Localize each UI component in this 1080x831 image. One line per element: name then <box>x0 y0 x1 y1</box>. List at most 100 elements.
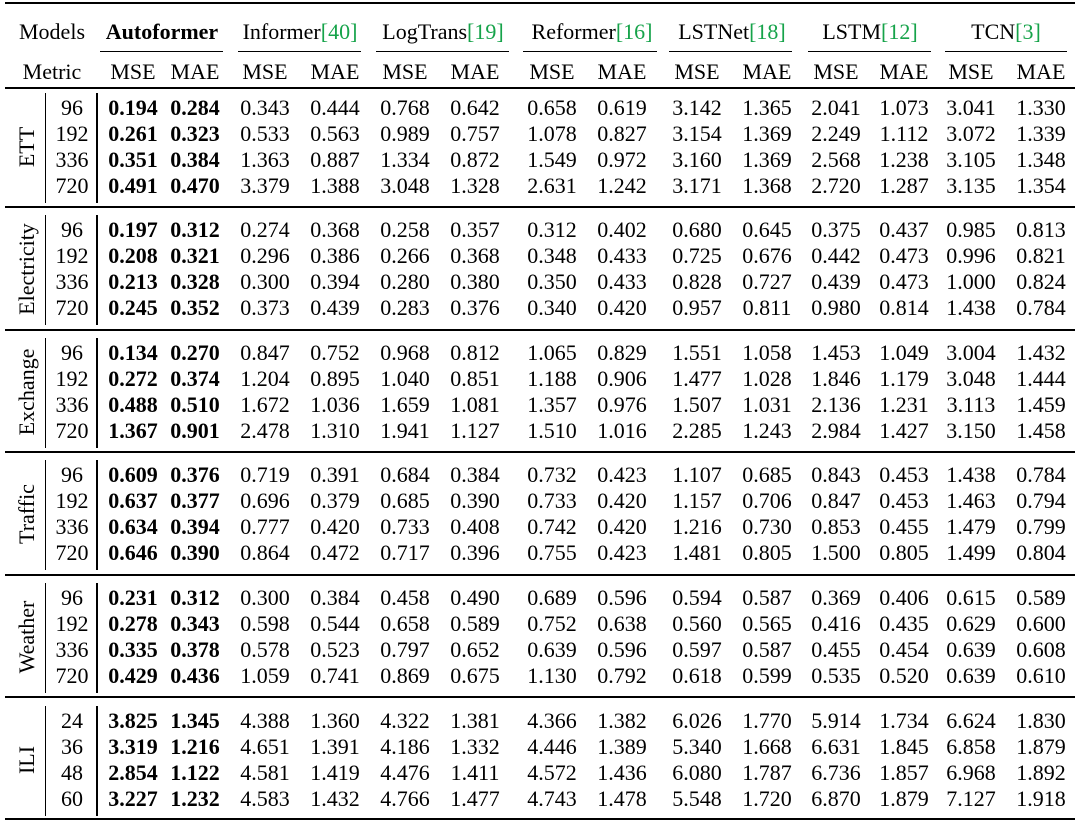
table-cell: 0.824 <box>1016 269 1066 295</box>
table-cell: 0.629 <box>946 611 996 637</box>
table-cell: 0.312 <box>527 217 577 242</box>
metric-header: MAE <box>597 59 647 84</box>
table-cell: 6.080 <box>672 760 722 786</box>
metric-header: MAE <box>450 59 500 84</box>
table-cell: 0.598 <box>240 611 290 637</box>
table-cell: 0.675 <box>450 663 500 689</box>
table-cell: 1.310 <box>310 418 360 444</box>
citation-link[interactable]: [40] <box>320 19 358 44</box>
model-name: Autoformer <box>105 19 219 44</box>
table-cell: 1.078 <box>527 121 577 147</box>
table-cell: 0.594 <box>672 585 722 610</box>
table-cell: 0.351 <box>108 147 158 173</box>
table-cell: 0.343 <box>240 95 290 120</box>
model-name: LSTM <box>822 19 882 44</box>
table-cell: 0.510 <box>170 392 220 418</box>
table-cell: 0.652 <box>450 637 500 663</box>
table-cell: 0.689 <box>527 585 577 610</box>
model-header: Autoformer <box>82 19 242 45</box>
table-cell: 0.733 <box>380 514 430 540</box>
citation-link[interactable]: [3] <box>1015 19 1041 44</box>
model-header: Informer[40] <box>220 19 380 45</box>
table-cell: 1.049 <box>879 340 929 365</box>
metric-header: MAE <box>879 59 929 84</box>
table-cell: 0.587 <box>742 585 792 610</box>
table-cell: 0.386 <box>310 243 360 269</box>
table-cell: 0.213 <box>108 269 158 295</box>
table-cell: 0.639 <box>527 637 577 663</box>
table-cell: 0.423 <box>597 462 647 487</box>
table-cell: 1.734 <box>879 708 929 733</box>
table-cell: 0.615 <box>946 585 996 610</box>
table-cell: 0.429 <box>108 663 158 689</box>
table-cell: 0.596 <box>597 585 647 610</box>
table-cell: 1.459 <box>1016 392 1066 418</box>
table-cell: 0.597 <box>672 637 722 663</box>
table-cell: 0.470 <box>170 173 220 199</box>
group-separator <box>5 696 1075 698</box>
table-cell: 1.059 <box>240 663 290 689</box>
table-cell: 0.618 <box>672 663 722 689</box>
citation-link[interactable]: [16] <box>615 19 653 44</box>
table-cell: 1.551 <box>672 340 722 365</box>
table-cell: 1.507 <box>672 392 722 418</box>
table-cell: 2.285 <box>672 418 722 444</box>
horizon-label: 720 <box>55 540 89 566</box>
citation-link[interactable]: [12] <box>881 19 918 44</box>
table-cell: 0.377 <box>170 488 220 514</box>
table-cell: 4.583 <box>240 786 290 812</box>
table-cell: 0.439 <box>811 269 861 295</box>
table-cell: 1.107 <box>672 462 722 487</box>
table-cell: 0.420 <box>597 295 647 321</box>
table-cell: 1.432 <box>1016 340 1066 365</box>
table-cell: 0.394 <box>310 269 360 295</box>
table-cell: 0.757 <box>450 121 500 147</box>
table-cell: 0.768 <box>380 95 430 120</box>
table-cell: 0.300 <box>240 585 290 610</box>
table-cell: 0.442 <box>811 243 861 269</box>
table-cell: 2.478 <box>240 418 290 444</box>
table-cell: 0.134 <box>108 340 158 365</box>
table-cell: 6.631 <box>811 734 861 760</box>
table-cell: 0.283 <box>380 295 430 321</box>
table-cell: 1.179 <box>879 366 929 392</box>
table-cell: 4.476 <box>380 760 430 786</box>
model-header: LSTNet[18] <box>652 19 812 45</box>
table-cell: 0.799 <box>1016 514 1066 540</box>
table-cell: 1.122 <box>170 760 220 786</box>
autoformer-divider <box>96 583 98 694</box>
table-cell: 0.402 <box>597 217 647 242</box>
table-cell: 3.379 <box>240 173 290 199</box>
table-cell: 0.565 <box>742 611 792 637</box>
horizon-label: 720 <box>55 663 89 689</box>
table-cell: 3.004 <box>946 340 996 365</box>
citation-link[interactable]: [19] <box>467 19 504 44</box>
table-cell: 1.432 <box>310 786 360 812</box>
table-cell: 0.423 <box>597 540 647 566</box>
table-cell: 0.420 <box>310 514 360 540</box>
table-cell: 3.319 <box>108 734 158 760</box>
table-cell: 0.658 <box>527 95 577 120</box>
table-cell: 1.243 <box>742 418 792 444</box>
table-cell: 1.073 <box>879 95 929 120</box>
group-bracket <box>45 583 46 694</box>
table-cell: 0.851 <box>450 366 500 392</box>
table-cell: 1.659 <box>380 392 430 418</box>
table-cell: 1.857 <box>879 760 929 786</box>
table-cell: 0.642 <box>450 95 500 120</box>
table-cell: 0.374 <box>170 366 220 392</box>
table-cell: 2.136 <box>811 392 861 418</box>
table-cell: 4.572 <box>527 760 577 786</box>
table-cell: 0.384 <box>170 147 220 173</box>
table-cell: 0.599 <box>742 663 792 689</box>
table-cell: 0.980 <box>811 295 861 321</box>
table-cell: 1.065 <box>527 340 577 365</box>
citation-link[interactable]: [18] <box>749 19 786 44</box>
table-cell: 1.357 <box>527 392 577 418</box>
table-cell: 0.639 <box>946 637 996 663</box>
table-cell: 0.266 <box>380 243 430 269</box>
table-cell: 0.455 <box>879 514 929 540</box>
top-rule <box>5 2 1075 4</box>
table-cell: 0.352 <box>170 295 220 321</box>
table-cell: 1.216 <box>672 514 722 540</box>
